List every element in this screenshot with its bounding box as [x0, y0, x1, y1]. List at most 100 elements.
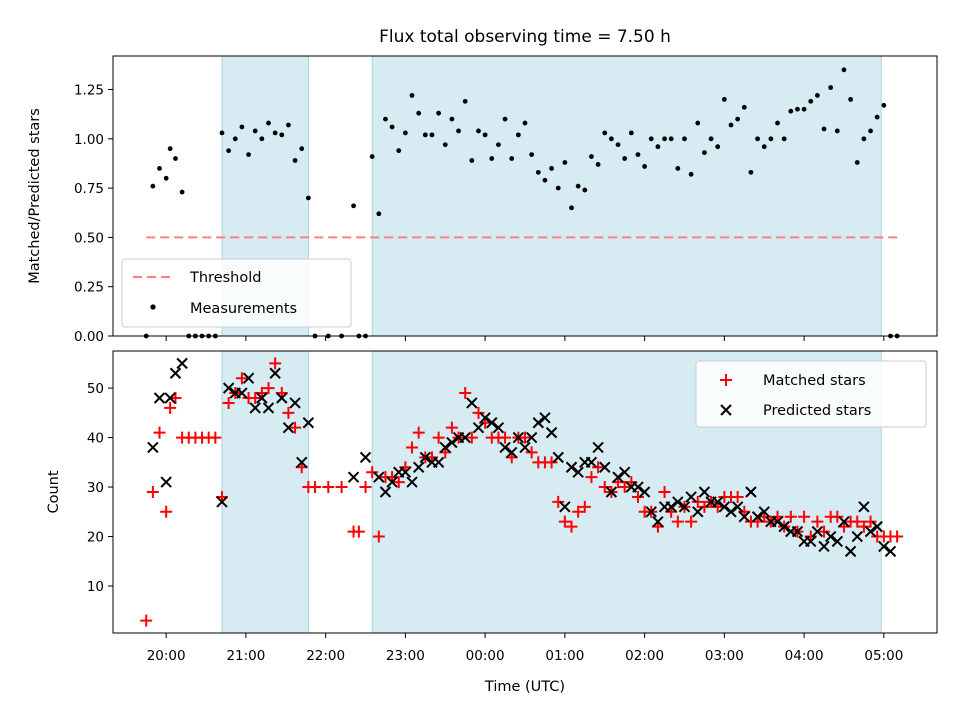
predicted-star-marker	[519, 441, 531, 454]
measurement-point	[821, 126, 827, 132]
measurement-point	[482, 132, 488, 138]
bottom-y-ticks: 10 20 30 40 50	[87, 381, 113, 595]
predicted-star-marker	[406, 476, 418, 488]
measurement-point	[422, 132, 428, 138]
measurement-point	[416, 110, 422, 116]
predicted-star-marker	[605, 486, 618, 498]
measurement-point	[376, 211, 382, 217]
predicted-star-marker	[249, 402, 261, 414]
measurement-point	[462, 98, 468, 104]
matched-star-marker	[164, 401, 177, 414]
y-tick-label: 0.75	[74, 181, 104, 197]
predicted-star-marker	[439, 441, 451, 454]
predicted-star-marker	[878, 540, 890, 553]
predicted-star-marker	[164, 392, 176, 404]
measurement-point	[655, 144, 661, 150]
matched-star-marker	[222, 396, 235, 409]
predicted-star-marker	[296, 456, 308, 469]
measurement-point	[775, 120, 780, 126]
predicted-star-marker	[871, 520, 883, 533]
measurement-point	[469, 158, 475, 163]
measurement-point	[741, 104, 747, 110]
measurement-point	[788, 108, 794, 114]
measurement-point	[795, 106, 800, 112]
predicted-star-marker	[216, 496, 228, 508]
matched-star-marker	[359, 481, 372, 494]
measurement-point	[622, 156, 628, 161]
predicted-star-marker	[712, 496, 724, 508]
matched-star-marker	[153, 426, 166, 439]
predicted-star-marker	[824, 530, 837, 543]
x-tick-label: 03:00	[705, 648, 744, 664]
measurement-point	[167, 146, 173, 152]
predicted-star-marker	[552, 451, 564, 464]
matched-star-marker	[140, 614, 153, 627]
predicted-star-marker	[831, 535, 844, 548]
matched-star-marker	[545, 456, 558, 469]
x-tick-label: 01:00	[545, 648, 584, 664]
predicted-star-marker	[359, 451, 372, 464]
predicted-star-marker	[222, 382, 235, 394]
measurement-point	[489, 156, 495, 161]
matched-star-marker	[578, 500, 591, 513]
matched-star-marker	[658, 486, 671, 498]
measurement-point	[721, 96, 727, 102]
top-y-axis-label: Matched/Predicted stars	[27, 108, 43, 284]
measurement-point	[735, 116, 741, 122]
measurement-point	[150, 183, 156, 189]
measurement-point	[814, 93, 820, 98]
predicted-star-marker	[698, 486, 711, 498]
matched-star-marker	[412, 426, 425, 439]
measurement-point	[602, 130, 608, 136]
measurement-point	[436, 110, 442, 116]
measurement-point	[259, 136, 265, 142]
top-observing-windows	[221, 55, 882, 337]
measurement-point	[496, 142, 501, 148]
predicted-star-marker	[512, 431, 525, 444]
matched-star-marker	[864, 515, 877, 528]
measurement-point	[874, 114, 880, 120]
measurement-point	[272, 130, 278, 136]
predicted-star-marker	[778, 520, 790, 533]
predicted-star-marker	[771, 515, 784, 528]
measurement-point	[456, 128, 461, 134]
predicted-star-marker	[652, 515, 664, 528]
predicted-star-marker	[276, 392, 288, 404]
top-x-ticks	[165, 336, 885, 341]
matched-star-marker	[366, 466, 379, 479]
predicted-star-marker	[479, 412, 491, 424]
predicted-star-marker	[559, 501, 571, 513]
measurement-point	[266, 120, 271, 126]
matched-star-marker	[811, 515, 824, 528]
matched-star-marker	[851, 515, 864, 528]
measurement-point	[881, 102, 887, 108]
measurement-point	[755, 136, 760, 142]
observing-window-band-1	[371, 55, 882, 337]
measurement-point	[595, 162, 601, 167]
measurement-point	[279, 132, 285, 138]
predicted-star-marker	[665, 501, 677, 513]
predicted-star-marker	[672, 496, 684, 508]
matched-star-marker	[519, 431, 531, 444]
x-tick-label: 20:00	[147, 648, 186, 664]
measurement-point	[868, 128, 873, 134]
measurement-point	[219, 130, 225, 136]
measurement-point	[828, 85, 834, 90]
measurement-point	[628, 130, 634, 136]
predicted-star-marker	[618, 466, 631, 478]
measurement-point	[449, 116, 455, 122]
measurement-point	[299, 146, 305, 152]
measurement-point	[562, 160, 568, 165]
measurement-point	[682, 136, 687, 142]
matched-star-marker	[160, 505, 173, 518]
measurement-point	[383, 116, 388, 122]
top-axes-frame	[112, 55, 938, 337]
y-tick-label: 30	[87, 480, 104, 496]
measurement-point	[476, 128, 481, 134]
matched-star-marker	[445, 421, 458, 434]
measurement-point	[246, 152, 251, 157]
predicted-star-marker	[592, 441, 604, 454]
predicted-star-marker	[153, 392, 166, 404]
predicted-star-marker	[269, 367, 281, 379]
